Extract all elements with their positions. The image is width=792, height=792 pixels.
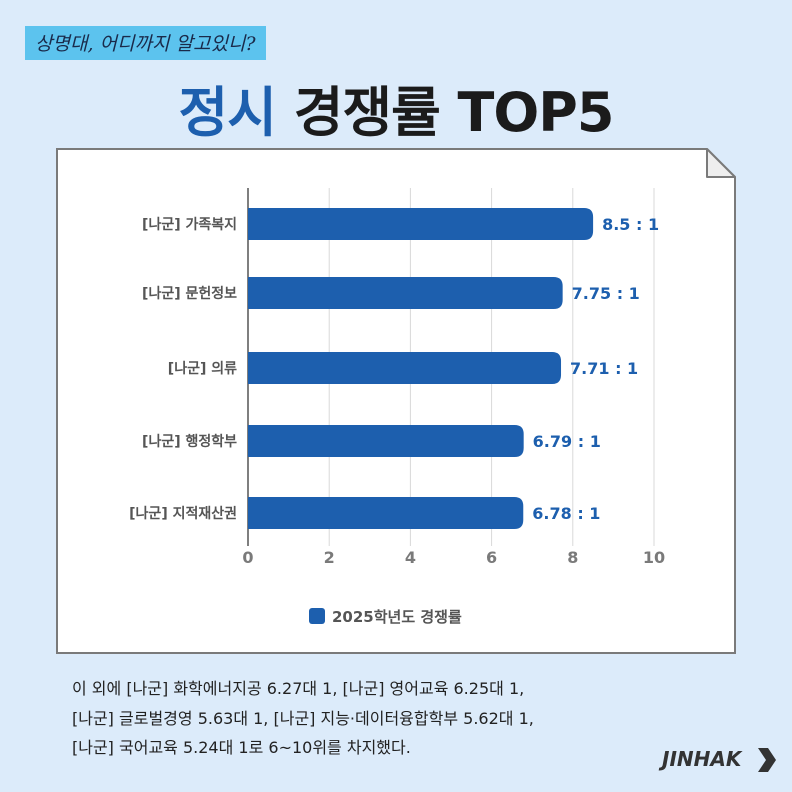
x-tick-label: 8 xyxy=(567,548,578,567)
data-label: 7.71 : 1 xyxy=(570,359,638,378)
folded-corner-icon xyxy=(706,148,736,178)
x-tick-label: 4 xyxy=(405,548,416,567)
note-text: 이 외에 [나군] 화학에너지공 6.27대 1, [나군] 영어교육 6.25… xyxy=(72,674,712,763)
title-rest: 경쟁률 TOP5 xyxy=(275,81,615,144)
note-line: [나군] 국어교육 5.24대 1로 6~10위를 차지했다. xyxy=(72,738,411,757)
category-label: [나군] 지적재산권 xyxy=(129,505,237,522)
header-tag: 상명대, 어디까지 알고있니? xyxy=(25,26,266,60)
page-title: 정시 경쟁률 TOP5 xyxy=(0,68,792,147)
title-accent: 정시 xyxy=(178,81,277,144)
data-label: 7.75 : 1 xyxy=(572,284,640,303)
bar xyxy=(248,208,594,240)
x-tick-label: 2 xyxy=(324,548,335,567)
legend-swatch xyxy=(309,608,325,624)
category-label: [나군] 문헌정보 xyxy=(142,285,237,302)
data-label: 8.5 : 1 xyxy=(602,215,659,234)
data-label: 6.79 : 1 xyxy=(533,432,601,451)
bar xyxy=(248,497,524,529)
bar-chart: 0 2 4 6 8 10 [나군] 가족복지 8.5 : 1 [나군] 문헌정보 7.75 : 1… xyxy=(129,188,665,626)
note-line: 이 외에 [나군] 화학에너지공 6.27대 1, [나군] 영어교육 6.25… xyxy=(72,679,525,698)
card-frame xyxy=(56,148,736,654)
category-label: [나군] 의류 xyxy=(168,360,237,377)
data-label: 6.78 : 1 xyxy=(532,504,600,523)
category-label: [나군] 가족복지 xyxy=(142,217,237,233)
note-line: [나군] 글로벌경영 5.63대 1, [나군] 지능·데이터융합학부 5.62… xyxy=(72,708,534,728)
legend-label: 2025학년도 경쟁률 xyxy=(332,608,462,626)
bar xyxy=(248,425,524,457)
x-tick-label: 6 xyxy=(486,548,497,567)
x-tick-label: 0 xyxy=(242,548,253,567)
chart-card: 0 2 4 6 8 10 [나군] 가족복지 8.5 : 1 [나군] 문헌정보 7.75 : 1… xyxy=(56,148,737,655)
bar xyxy=(248,352,562,384)
category-label: [나군] 행정학부 xyxy=(142,433,237,450)
bar xyxy=(248,277,563,309)
x-tick-label: 10 xyxy=(643,548,665,567)
chevron-right-icon xyxy=(758,748,776,772)
jinhak-logo: JINHAK xyxy=(662,747,742,771)
